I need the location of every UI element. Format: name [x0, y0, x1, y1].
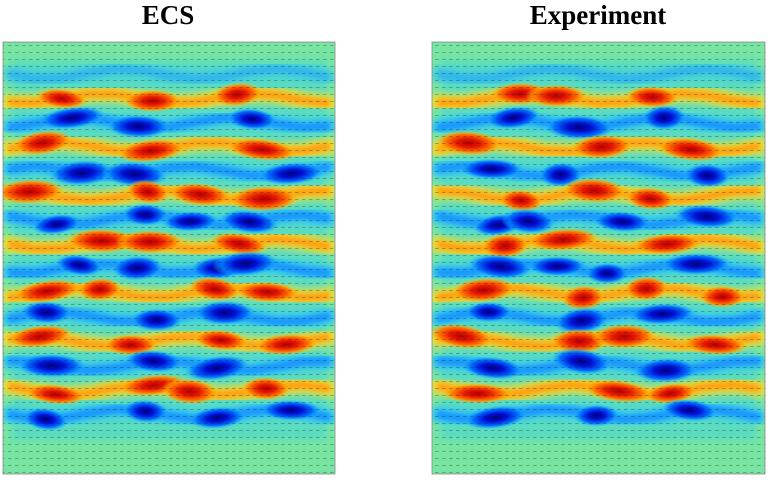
field-panel	[3, 42, 335, 474]
velocity-arrows	[432, 42, 765, 474]
field-panel	[432, 42, 765, 474]
panel-frame	[431, 41, 766, 475]
velocity-arrows	[3, 42, 335, 474]
panel-frame	[2, 41, 336, 475]
panel-title: Experiment	[530, 0, 666, 30]
panel-title: ECS	[142, 0, 195, 30]
